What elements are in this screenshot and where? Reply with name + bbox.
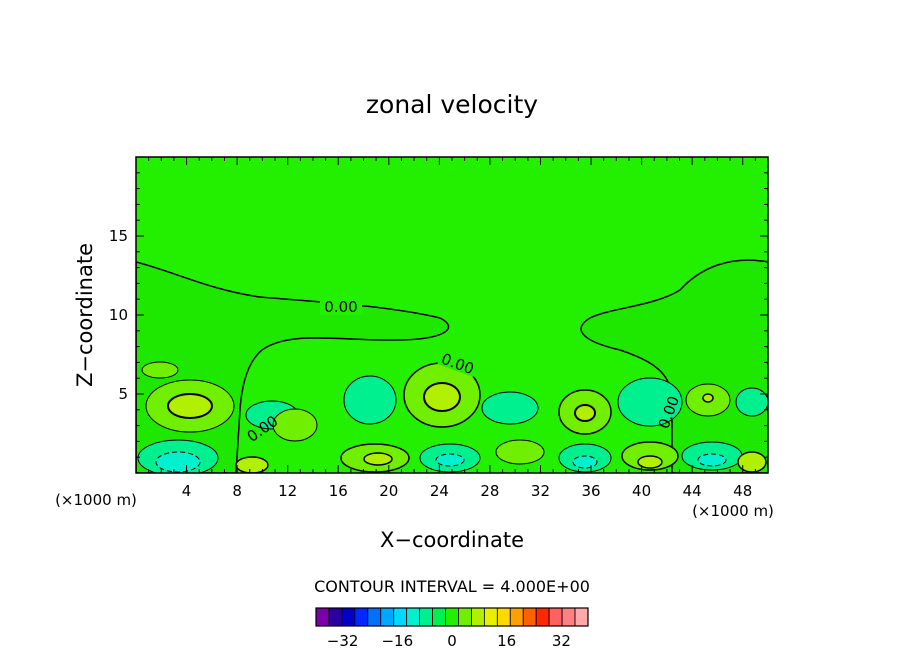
cell [737, 451, 767, 473]
cell [141, 361, 179, 379]
colorbar-swatch [574, 607, 589, 627]
colorbar-tick-label: 16 [497, 632, 516, 650]
cell [495, 439, 545, 465]
x-unit-right: (×1000 m) [692, 502, 774, 520]
colorbar-swatch [341, 607, 356, 627]
x-tick-label: 36 [581, 482, 600, 500]
cell [697, 453, 727, 467]
colorbar-swatch [548, 607, 563, 627]
x-tick-label: 4 [182, 482, 192, 500]
cell [435, 453, 465, 467]
x-tick-label: 28 [480, 482, 499, 500]
colorbar-tick-label: 32 [552, 632, 571, 650]
cell [481, 391, 539, 425]
colorbar-tick-label: −32 [327, 632, 359, 650]
colorbar-swatch [522, 607, 537, 627]
colorbar-swatch [380, 607, 395, 627]
x-tick-label: 8 [232, 482, 242, 500]
x-axis: 4 8 12 16 20 24 28 32 36 40 44 48 [148, 157, 756, 500]
cell [572, 455, 598, 469]
x-tick-label: 40 [632, 482, 651, 500]
x-axis-label: X−coordinate [380, 528, 524, 552]
contour-field: 0.00 0.00 0.00 0.00 [136, 157, 768, 473]
colorbar-swatch [561, 607, 576, 627]
colorbar-swatch [445, 607, 459, 627]
y-axis: 5 10 15 [109, 172, 768, 458]
colorbar-swatch [483, 607, 498, 627]
y-axis-label: Z−coordinate [73, 243, 97, 387]
colorbar-ticks: −32 −16 0 16 32 [327, 632, 571, 650]
cell [167, 393, 213, 419]
colorbar-swatch [315, 607, 330, 627]
cell [155, 451, 201, 473]
cell [702, 393, 714, 403]
x-tick-label: 32 [531, 482, 550, 500]
colorbar-swatch [419, 607, 433, 627]
contour-interval-text: CONTOUR INTERVAL = 4.000E+00 [314, 577, 590, 596]
y-tick-label: 15 [109, 227, 128, 245]
y-tick-label: 5 [118, 385, 128, 403]
cell [272, 408, 318, 442]
cells [137, 361, 768, 473]
colorbar-swatch [471, 607, 485, 627]
right-region-fill [580, 259, 768, 473]
colorbar-swatch [509, 607, 524, 627]
colorbar-swatch [354, 607, 369, 627]
colorbar [315, 607, 589, 627]
y-tick-label: 10 [109, 306, 128, 324]
colorbar-swatch [496, 607, 511, 627]
colorbar-swatch [367, 607, 382, 627]
chart-title: zonal velocity [366, 90, 538, 119]
x-tick-label: 16 [329, 482, 348, 500]
cell [235, 456, 269, 473]
cell [735, 387, 768, 417]
colorbar-swatch [535, 607, 550, 627]
colorbar-swatch [393, 607, 408, 627]
colorbar-tick-label: 0 [447, 632, 457, 650]
x-tick-label: 44 [683, 482, 702, 500]
colorbar-swatch [432, 607, 446, 627]
x-tick-label: 20 [379, 482, 398, 500]
cell [574, 404, 596, 422]
colorbar-frame [315, 607, 589, 627]
x-tick-label: 12 [278, 482, 297, 500]
x-unit-left: (×1000 m) [55, 491, 137, 509]
colorbar-swatch [328, 607, 343, 627]
cell [637, 455, 663, 469]
colorbar-tick-label: −16 [381, 632, 413, 650]
x-tick-label: 48 [733, 482, 752, 500]
cell [343, 375, 397, 425]
cell [363, 452, 393, 466]
colorbar-swatch [458, 607, 472, 627]
colorbar-swatch [406, 607, 421, 627]
x-tick-label: 24 [430, 482, 449, 500]
contour-label: 0.00 [324, 298, 357, 316]
cell [423, 382, 461, 412]
cell [617, 377, 683, 427]
